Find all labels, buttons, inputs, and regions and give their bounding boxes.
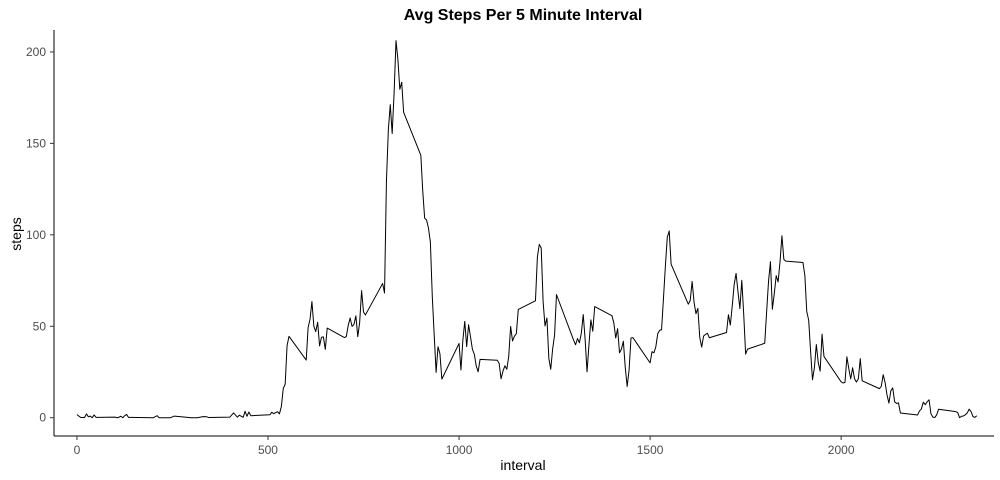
y-tick-label: 200 <box>26 45 46 59</box>
x-tick-label: 1000 <box>446 443 473 457</box>
x-tick-label: 0 <box>74 443 81 457</box>
y-tick-label: 50 <box>33 319 47 333</box>
y-tick-label: 100 <box>26 228 46 242</box>
chart-title: Avg Steps Per 5 Minute Interval <box>404 7 643 24</box>
x-tick-label: 1500 <box>637 443 664 457</box>
y-axis-title: steps <box>8 217 24 250</box>
y-tick-label: 0 <box>39 411 46 425</box>
x-axis-ticks: 0 500 1000 1500 2000 <box>74 436 855 457</box>
x-tick-label: 2000 <box>828 443 855 457</box>
x-tick-label: 500 <box>258 443 278 457</box>
y-tick-label: 150 <box>26 136 46 150</box>
y-axis-ticks: 0 50 100 150 200 <box>26 45 54 425</box>
x-axis-title: interval <box>500 457 545 473</box>
steps-series-line <box>76 40 978 419</box>
